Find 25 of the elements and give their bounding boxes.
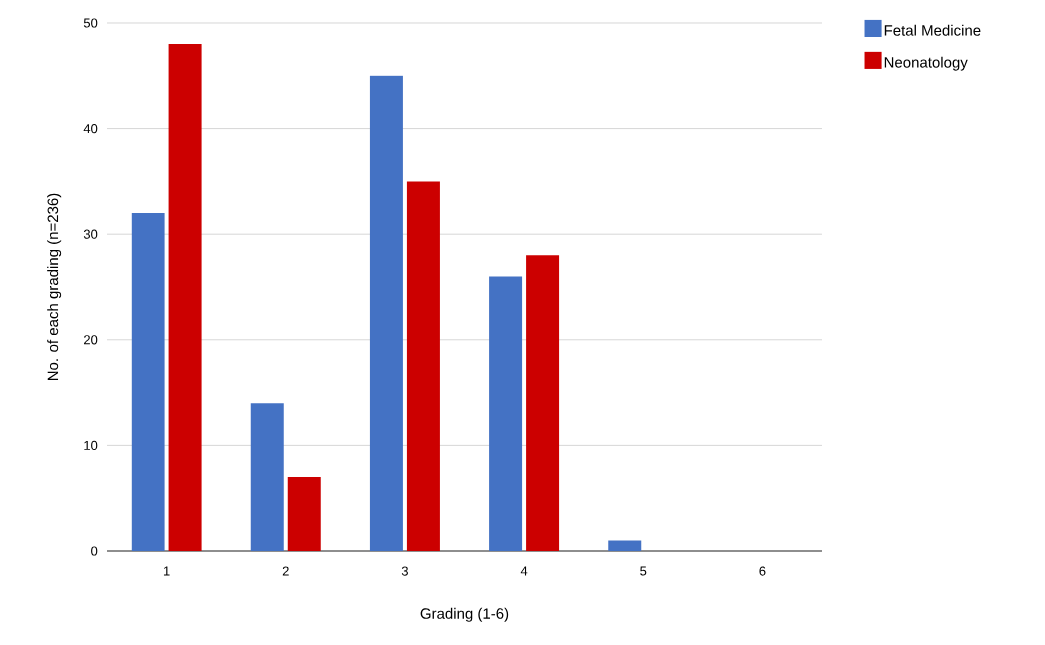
legend-label: Fetal Medicine: [884, 24, 981, 36]
y-tick-label: 40: [83, 123, 98, 134]
bar: [287, 477, 321, 551]
y-axis-title: No. of each grading (n=236): [47, 193, 62, 381]
bar: [131, 213, 165, 551]
bar: [250, 403, 284, 551]
y-tick-label: 30: [83, 229, 98, 239]
y-tick-label: 0: [91, 546, 98, 556]
bar: [369, 75, 403, 551]
x-tick-label: 1: [163, 566, 170, 576]
x-axis-title: Grading (1-6): [420, 607, 509, 622]
x-tick-label: 4: [520, 566, 528, 576]
y-tick-label: 20: [84, 335, 98, 345]
bar: [406, 181, 440, 551]
y-tick-label: 50: [83, 18, 98, 28]
x-tick-label: 3: [401, 566, 408, 576]
x-tick-label: 2: [282, 566, 289, 576]
x-tick-label: 6: [759, 566, 766, 576]
legend-label: Neonatology: [884, 56, 968, 71]
bar: [489, 276, 523, 551]
x-tick-label: 5: [640, 566, 647, 576]
bar: [608, 540, 642, 551]
y-tick-label: 10: [84, 440, 98, 450]
bar: [168, 44, 202, 551]
bar: [526, 255, 560, 551]
